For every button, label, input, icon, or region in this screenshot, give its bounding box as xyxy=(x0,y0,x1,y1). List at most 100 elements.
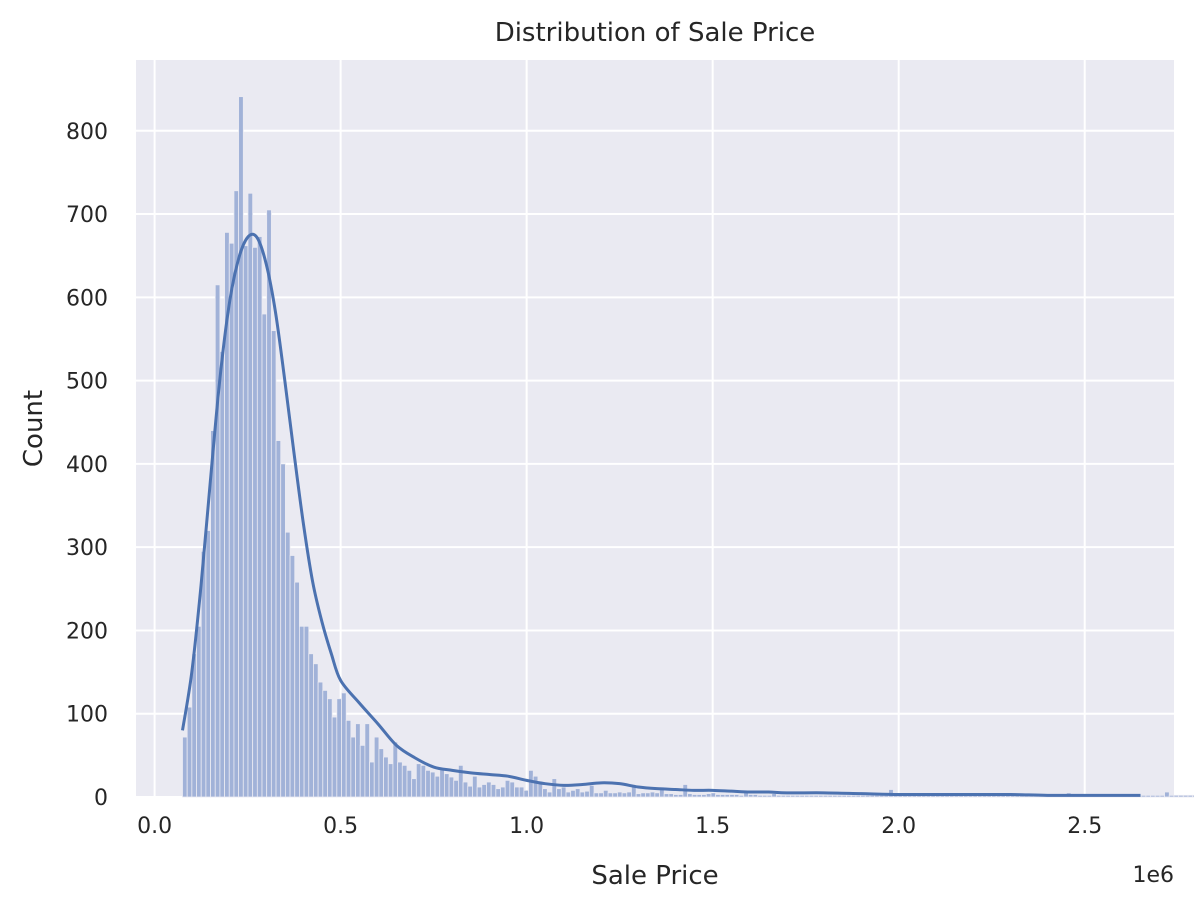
x-tick-label: 0.0 xyxy=(137,814,172,839)
histogram-bar xyxy=(1150,794,1156,798)
histogram-bar xyxy=(1178,794,1184,798)
x-axis-offset-label: 1e6 xyxy=(1132,863,1174,888)
histogram-bar xyxy=(308,653,314,798)
histogram-bar xyxy=(762,794,768,798)
histogram-bar xyxy=(785,794,791,798)
histogram-bar xyxy=(631,786,637,798)
histogram-bar xyxy=(780,794,787,798)
histogram-bar xyxy=(855,794,862,798)
histogram-bar xyxy=(841,794,847,798)
histogram-bar xyxy=(607,792,614,798)
x-axis-label: Sale Price xyxy=(591,861,718,891)
histogram-bar xyxy=(350,736,356,798)
histogram-bar xyxy=(757,794,763,798)
histogram-bar xyxy=(743,789,749,798)
histogram-bar xyxy=(771,793,777,798)
histogram-bar xyxy=(818,794,824,798)
histogram-bar xyxy=(542,788,548,798)
histogram-bar xyxy=(869,794,876,798)
histogram-bar xyxy=(514,786,520,798)
histogram-bar xyxy=(1154,794,1161,798)
x-tick-label: 1.0 xyxy=(509,814,544,839)
histogram-bar xyxy=(1168,794,1175,798)
histogram-bar xyxy=(219,351,225,798)
histogram-bar xyxy=(401,764,408,798)
histogram-bar xyxy=(289,555,296,798)
histogram-bar xyxy=(518,786,525,798)
histogram-bar xyxy=(495,788,501,798)
x-tick-label: 2.5 xyxy=(1067,814,1102,839)
histogram-bar xyxy=(280,463,286,798)
histogram-bar xyxy=(794,794,801,798)
histogram-bar xyxy=(341,692,347,798)
histogram-bar xyxy=(1145,794,1151,798)
histogram-bar xyxy=(733,794,740,798)
histogram-bar xyxy=(411,778,417,798)
histogram-bar xyxy=(579,791,586,798)
histogram-bar xyxy=(317,681,324,798)
histogram-bar xyxy=(560,786,567,798)
x-tick-label: 0.5 xyxy=(323,814,358,839)
histogram-bar xyxy=(387,763,394,798)
histogram-bar xyxy=(392,741,399,798)
histogram-bar xyxy=(1173,794,1180,798)
histogram-bar xyxy=(729,794,735,798)
histogram-bar xyxy=(602,789,609,798)
histogram-bar xyxy=(551,778,558,798)
histogram-bar xyxy=(462,781,469,798)
histogram-bar xyxy=(186,706,193,798)
histogram-bar xyxy=(649,791,656,798)
histogram-bar xyxy=(588,784,595,798)
histogram-bar xyxy=(327,698,333,798)
x-tick-label: 1.5 xyxy=(695,814,730,839)
histogram-bar xyxy=(378,748,384,798)
histogram-bar xyxy=(252,246,258,798)
histogram-bar xyxy=(617,791,623,798)
histogram-bar xyxy=(640,792,646,798)
histogram-bar xyxy=(242,245,249,798)
histogram-bar xyxy=(406,769,413,798)
histogram-bar xyxy=(364,723,370,798)
histogram-bar xyxy=(864,794,871,798)
y-tick-label: 700 xyxy=(66,203,108,228)
histogram-bar xyxy=(673,794,679,798)
axes: 0.0 0.5 1.0 1.5 2.0 2.5 0 100 200 300 400 500 600 700… xyxy=(66,120,1102,839)
histogram-bar xyxy=(345,719,352,798)
histogram-bar xyxy=(776,794,782,798)
histogram-bar xyxy=(275,440,282,798)
histogram-bar xyxy=(355,723,361,798)
histogram-bar xyxy=(458,764,464,798)
histogram-bar xyxy=(504,779,511,798)
histogram-bar xyxy=(425,769,431,798)
histogram-bar xyxy=(1187,794,1194,798)
histogram-bar xyxy=(724,794,731,798)
y-tick-label: 100 xyxy=(66,703,108,728)
histogram-bar xyxy=(294,581,300,798)
histogram-bar xyxy=(331,716,338,798)
histogram-bar xyxy=(434,775,441,798)
histogram-bar xyxy=(813,794,819,798)
histogram-bar xyxy=(1182,794,1189,798)
histogram-bar xyxy=(584,790,590,798)
histogram-bar xyxy=(612,792,618,798)
histogram-bar xyxy=(822,794,829,798)
y-tick-label: 800 xyxy=(66,120,108,145)
histogram-bar xyxy=(1164,791,1170,798)
histogram-bar xyxy=(738,794,745,798)
y-tick-label: 400 xyxy=(66,453,108,478)
histogram-bar xyxy=(523,789,529,798)
histogram-bar xyxy=(747,794,754,798)
histogram-bar xyxy=(832,794,838,798)
histogram-bar xyxy=(766,794,773,798)
histogram-bar xyxy=(373,736,380,798)
y-tick-label: 0 xyxy=(94,786,108,811)
y-tick-label: 200 xyxy=(66,619,108,644)
histogram-bar xyxy=(850,794,857,798)
histogram-bar xyxy=(359,744,366,798)
histogram-bar xyxy=(799,794,805,798)
kde-line xyxy=(181,232,1141,797)
histogram-bar xyxy=(528,769,534,798)
histogram-bar xyxy=(565,791,572,798)
histogram-bars xyxy=(182,96,1194,798)
